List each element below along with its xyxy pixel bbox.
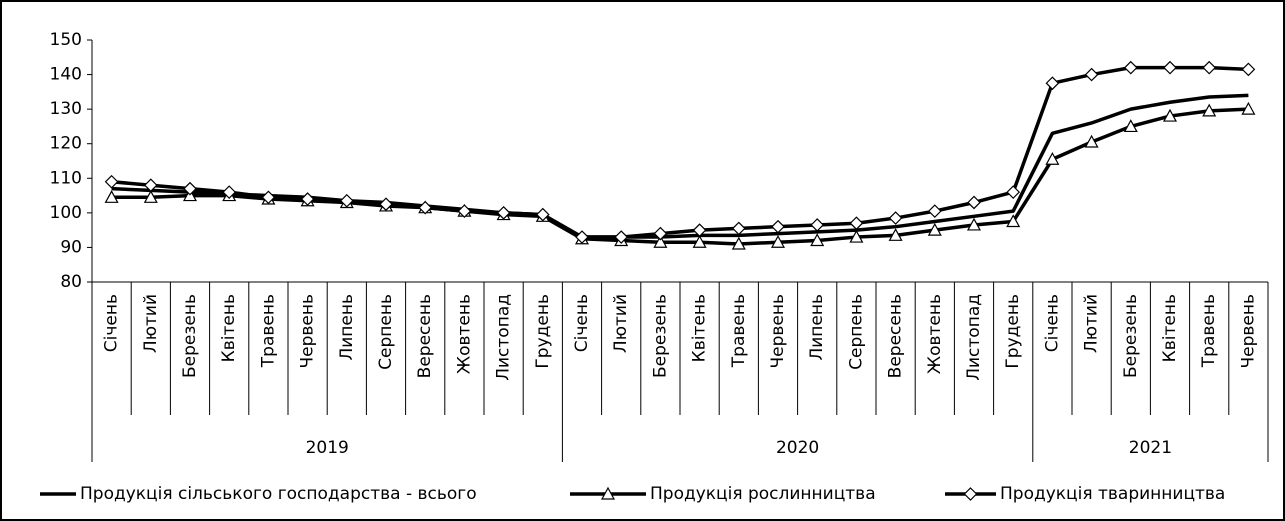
x-tick-label: Листопад bbox=[494, 294, 514, 381]
diamond-marker bbox=[963, 487, 978, 501]
x-tick-label: Лютий bbox=[1082, 294, 1102, 353]
triangle-marker bbox=[104, 190, 119, 203]
diamond-marker bbox=[967, 195, 981, 210]
diamond-marker bbox=[496, 206, 511, 220]
diamond-marker bbox=[457, 204, 472, 218]
x-tick-label: Лютий bbox=[141, 294, 161, 353]
triangle-marker bbox=[653, 234, 668, 248]
triangle-marker bbox=[600, 486, 616, 500]
legend-label: Продукція тваринництва bbox=[1000, 484, 1225, 504]
triangle-marker bbox=[731, 236, 746, 250]
diamond-marker bbox=[261, 190, 276, 205]
y-tick-label: 90 bbox=[60, 237, 82, 257]
x-tick-label: Жовтень bbox=[925, 294, 945, 374]
triangle-marker bbox=[692, 234, 707, 248]
x-tick-label: Квітень bbox=[690, 294, 710, 362]
x-tick-label: Червень bbox=[1238, 294, 1258, 369]
x-tick-label: Червень bbox=[768, 294, 788, 369]
x-tick-label: Вересень bbox=[415, 294, 435, 378]
diamond-marker bbox=[300, 192, 315, 206]
diamond-marker bbox=[535, 207, 550, 222]
triangle-marker bbox=[1045, 152, 1060, 165]
y-tick-label: 110 bbox=[50, 168, 82, 188]
diamond-marker bbox=[418, 200, 433, 215]
group-label: 2020 bbox=[776, 438, 819, 458]
diamond-marker bbox=[771, 219, 785, 234]
y-tick-label: 80 bbox=[60, 272, 82, 292]
diamond-marker bbox=[1006, 185, 1021, 199]
legend-label: Продукція сільського господарства - всьо… bbox=[80, 484, 477, 504]
triangle-marker bbox=[143, 190, 158, 203]
triangle-marker bbox=[888, 228, 903, 241]
triangle-marker bbox=[966, 217, 982, 231]
x-tick-label: Листопад bbox=[964, 294, 984, 381]
x-tick-label: Червень bbox=[298, 294, 318, 369]
diamond-marker bbox=[653, 226, 668, 241]
y-tick-label: 100 bbox=[50, 203, 82, 223]
x-tick-label: Липень bbox=[337, 294, 357, 361]
diamond-marker bbox=[1202, 60, 1217, 75]
x-tick-label: Травень bbox=[258, 294, 278, 368]
x-tick-label: Травень bbox=[729, 294, 749, 368]
diamond-marker bbox=[1045, 76, 1060, 91]
x-tick-label: Січень bbox=[572, 294, 592, 352]
diamond-marker bbox=[183, 181, 197, 196]
y-tick-label: 150 bbox=[50, 30, 82, 50]
diamond-marker bbox=[614, 230, 629, 244]
y-tick-label: 130 bbox=[50, 99, 82, 119]
diamond-marker bbox=[810, 218, 825, 232]
y-tick-label: 140 bbox=[50, 65, 82, 85]
x-tick-label: Жовтень bbox=[454, 294, 474, 374]
x-tick-label: Вересень bbox=[886, 294, 906, 378]
diamond-marker bbox=[692, 223, 707, 237]
diamond-marker bbox=[1123, 60, 1138, 75]
diamond-marker bbox=[731, 221, 746, 236]
triangle-marker bbox=[1084, 134, 1099, 148]
x-tick-label: Лютий bbox=[611, 294, 631, 353]
triangle-marker bbox=[849, 229, 864, 243]
x-tick-label: Січень bbox=[102, 294, 122, 352]
diamond-marker bbox=[379, 197, 393, 212]
legend-label: Продукція рослинництва bbox=[650, 484, 876, 504]
diamond-marker bbox=[1163, 60, 1177, 75]
x-tick-label: Серпень bbox=[376, 294, 396, 370]
x-tick-label: Грудень bbox=[533, 294, 553, 369]
triangle-marker bbox=[927, 222, 942, 236]
x-tick-label: Березень bbox=[650, 294, 670, 378]
diamond-marker bbox=[1241, 62, 1256, 77]
diamond-marker bbox=[849, 216, 864, 231]
x-tick-label: Березень bbox=[1121, 294, 1141, 378]
triangle-marker bbox=[1241, 101, 1256, 115]
triangle-marker bbox=[810, 233, 825, 247]
x-tick-label: Травень bbox=[1199, 294, 1219, 368]
triangle-marker bbox=[1123, 119, 1138, 133]
x-tick-label: Грудень bbox=[1003, 294, 1023, 369]
group-label: 2021 bbox=[1129, 438, 1172, 458]
diamond-marker bbox=[222, 185, 237, 199]
x-tick-label: Квітень bbox=[1160, 294, 1180, 362]
x-tick-label: Квітень bbox=[219, 294, 239, 362]
diamond-marker bbox=[339, 193, 354, 208]
x-tick-label: Січень bbox=[1042, 294, 1062, 352]
diamond-marker bbox=[575, 230, 589, 244]
group-label: 2019 bbox=[306, 438, 349, 458]
triangle-marker bbox=[770, 234, 786, 248]
x-tick-label: Серпень bbox=[846, 294, 866, 370]
diamond-marker bbox=[104, 174, 119, 189]
x-tick-label: Березень bbox=[180, 294, 200, 378]
y-tick-label: 120 bbox=[50, 134, 82, 154]
triangle-marker bbox=[1202, 103, 1217, 117]
diamond-marker bbox=[927, 204, 942, 218]
triangle-marker bbox=[1162, 108, 1178, 122]
x-tick-label: Липень bbox=[807, 294, 827, 361]
triangle-marker bbox=[1006, 214, 1021, 228]
diamond-marker bbox=[143, 178, 158, 193]
diamond-marker bbox=[1084, 67, 1099, 82]
diamond-marker bbox=[888, 211, 903, 225]
